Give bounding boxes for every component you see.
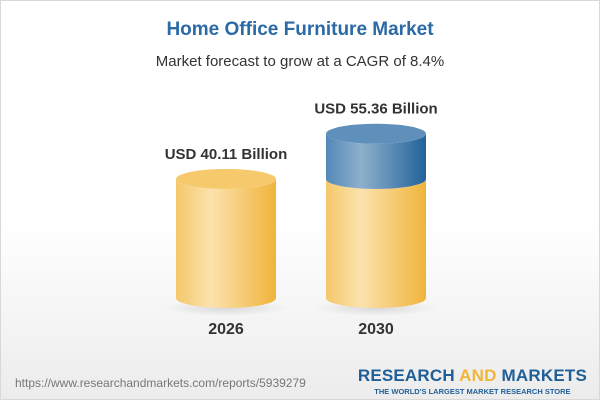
chart-title: Home Office Furniture Market bbox=[166, 19, 434, 40]
category-label: 2030 bbox=[358, 321, 394, 338]
source-url[interactable]: https://www.researchandmarkets.com/repor… bbox=[15, 376, 306, 390]
logo-tagline: THE WORLD'S LARGEST MARKET RESEARCH STOR… bbox=[374, 387, 571, 396]
cylinder-growth-segment bbox=[326, 133, 426, 189]
cylinder-base-segment bbox=[326, 178, 426, 308]
category-label: 2026 bbox=[208, 321, 244, 338]
cylinder-top bbox=[326, 123, 426, 144]
cylinder-top bbox=[176, 168, 276, 189]
data-label: USD 55.36 Billion bbox=[314, 101, 437, 118]
cylinder-base-segment bbox=[176, 178, 276, 308]
data-label: USD 40.11 Billion bbox=[165, 146, 288, 163]
logo: RESEARCH AND MARKETS THE WORLD'S LARGEST… bbox=[357, 366, 587, 396]
chart-subtitle: Market forecast to grow at a CAGR of 8.4… bbox=[155, 53, 445, 70]
